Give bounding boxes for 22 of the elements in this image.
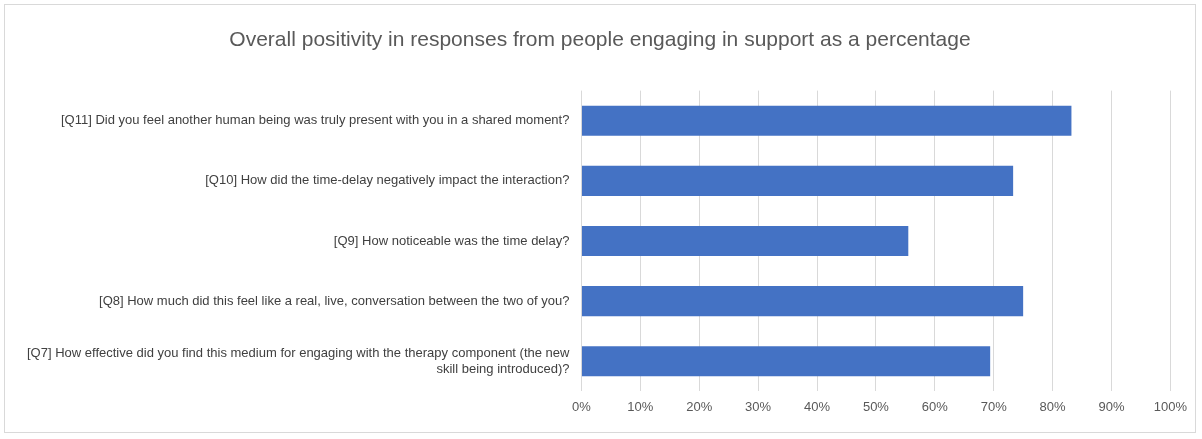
x-tick-label: 0% [572, 398, 592, 414]
x-tick-label: 20% [686, 398, 713, 414]
x-tick-label: 50% [862, 398, 890, 414]
y-tick-label: [Q10] How did the time-delay negatively impact the interaction? [205, 172, 570, 188]
x-tick-label: 70% [980, 398, 1008, 414]
x-tick-label: 100% [1153, 398, 1188, 414]
x-tick-label: 80% [1039, 398, 1067, 414]
x-tick-label: 40% [804, 398, 831, 414]
bar [581, 286, 1024, 317]
y-tick-label: [Q9] How noticeable was the time delay? [333, 232, 570, 248]
bar [581, 225, 909, 257]
bar [581, 346, 991, 377]
x-tick-label: 90% [1098, 398, 1125, 414]
chart-title: Overall positivity in responses from people engaging in support as a percentage [228, 27, 972, 51]
y-tick-label: [Q8] How much did this feel like a real, live, conversation between the two of you? [99, 292, 570, 308]
bar [581, 105, 1072, 136]
x-tick-label: 60% [921, 398, 949, 414]
bar [581, 165, 1014, 196]
x-tick-label: 10% [627, 398, 654, 414]
y-tick-label: [Q11] Did you feel another human being was truly present with you in a shared moment? [60, 112, 570, 128]
x-tick-label: 30% [745, 398, 772, 414]
y-tick-label: [Q7] How effective did you find this medium for engaging with the therapy component (the new skill being introduced)? [27, 345, 571, 376]
